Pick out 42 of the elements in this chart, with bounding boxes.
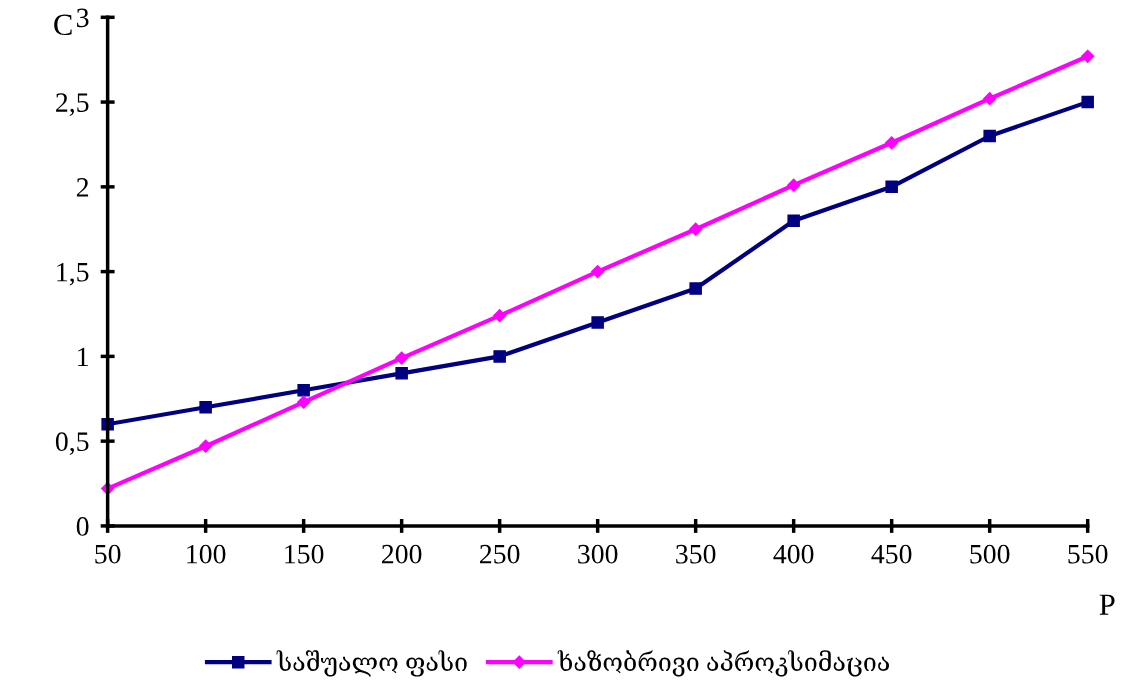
- point: [591, 316, 604, 329]
- y-tick-label: 1,5: [57, 262, 89, 286]
- x-tick-label: 550: [1068, 544, 1108, 564]
- point: [395, 351, 409, 365]
- x-tick-label: 150: [285, 544, 324, 564]
- x-axis-title: P: [1099, 594, 1115, 615]
- legend-label: საშუალო ფასი: [276, 650, 467, 677]
- y-tick-label: 0,5: [55, 432, 89, 456]
- x-tick-label: 500: [970, 544, 1010, 564]
- point: [885, 136, 899, 150]
- y-tick-label: 0: [76, 517, 89, 536]
- x-tick-label: 250: [480, 544, 520, 564]
- point: [297, 384, 310, 397]
- point: [983, 92, 997, 106]
- x-tick-label: 450: [871, 544, 912, 564]
- point: [199, 439, 213, 453]
- x-tick-label: 50: [95, 544, 121, 564]
- point: [493, 309, 507, 323]
- x-tick-label: 350: [676, 544, 716, 564]
- point: [1081, 95, 1094, 109]
- point: [493, 350, 506, 363]
- y-tick-label: 3: [77, 8, 89, 28]
- y-tick-label: 1: [78, 347, 88, 367]
- x-tick-label: 300: [578, 544, 618, 564]
- x-tick-label: 200: [382, 544, 422, 564]
- y-tick-label: 2,5: [56, 93, 89, 116]
- point: [395, 367, 408, 380]
- point: [787, 214, 800, 227]
- x-tick-label: 100: [187, 544, 226, 564]
- point: [983, 129, 996, 143]
- point: [297, 395, 311, 409]
- point: [591, 265, 605, 279]
- point: [689, 282, 702, 295]
- y-axis-title: C: [54, 14, 72, 36]
- point: [885, 180, 898, 194]
- point: [787, 178, 801, 192]
- point: [689, 222, 703, 236]
- point: [199, 400, 212, 414]
- legend-label: ხაზობრივი აპროკსიმაცია: [557, 650, 889, 677]
- point: [1081, 49, 1095, 63]
- y-tick-label: 2: [76, 178, 89, 197]
- x-tick-label: 400: [773, 544, 814, 564]
